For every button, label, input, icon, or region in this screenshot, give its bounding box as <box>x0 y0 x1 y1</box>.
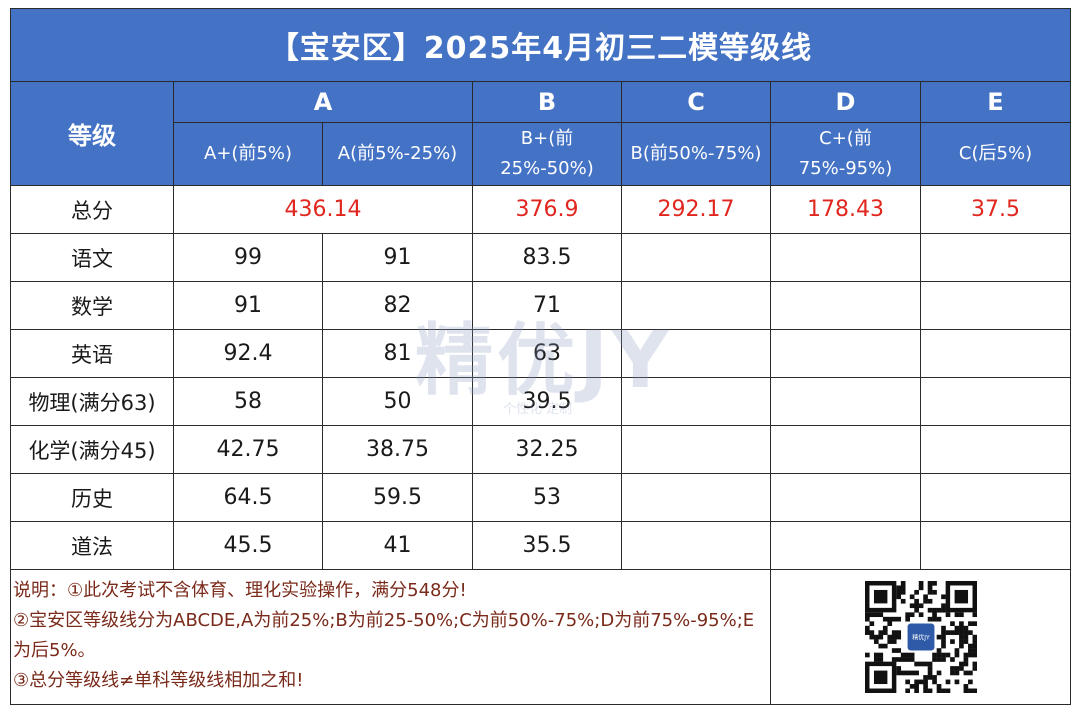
subject-c <box>919 377 1072 426</box>
subject-b-plus: 53 <box>472 473 622 522</box>
subject-c <box>919 521 1072 570</box>
subject-c-plus <box>770 473 921 522</box>
table-row: 数学 91 82 71 <box>10 281 1072 330</box>
subject-c <box>919 233 1072 282</box>
table-row: 历史 64.5 59.5 53 <box>10 473 1072 522</box>
subject-a-plus: 45.5 <box>173 521 323 570</box>
subject-c <box>919 281 1072 330</box>
note-3: ③总分等级线≠单科等级线相加之和! <box>13 670 304 691</box>
subject-c <box>919 329 1072 378</box>
subject-c-plus <box>770 377 921 426</box>
subject-c <box>919 425 1072 474</box>
subject-c-plus <box>770 521 921 570</box>
table-row: 英语 92.4 81 63 <box>10 329 1072 378</box>
subject-b <box>621 233 771 282</box>
grade-table: 【宝安区】2025年4月初三二模等级线 等级 A B C D E A+(前5%)… <box>9 8 1072 705</box>
subject-name: 语文 <box>10 233 174 282</box>
subject-b-plus: 83.5 <box>472 233 622 282</box>
subject-b <box>621 425 771 474</box>
subject-a-plus: 42.75 <box>173 425 323 474</box>
subject-a: 50 <box>322 377 473 426</box>
notes: 说明：①此次考试不含体育、理化实验操作，满分548分! ②宝安区等级线分为ABC… <box>10 569 771 705</box>
subject-b-plus: 63 <box>472 329 622 378</box>
subject-c-plus <box>770 329 921 378</box>
title-row: 【宝安区】2025年4月初三二模等级线 <box>9 8 1072 82</box>
subject-c-plus <box>770 281 921 330</box>
subject-a-plus: 99 <box>173 233 323 282</box>
subject-c <box>919 473 1072 522</box>
total-d: 178.43 <box>770 185 921 234</box>
subject-name: 道法 <box>10 521 174 570</box>
subject-a-plus: 91 <box>173 281 323 330</box>
table-row: 化学(满分45) 42.75 38.75 32.25 <box>10 425 1072 474</box>
header-sub-c: C(后5%) <box>919 122 1072 186</box>
subject-name: 历史 <box>10 473 174 522</box>
subject-a: 91 <box>322 233 473 282</box>
subject-b-plus: 39.5 <box>472 377 622 426</box>
subject-b <box>621 281 771 330</box>
grade-sheet: 【宝安区】2025年4月初三二模等级线 等级 A B C D E A+(前5%)… <box>9 8 1072 706</box>
header-sub-b-plus: B+(前25%-50%) <box>472 122 622 186</box>
subject-b <box>621 329 771 378</box>
header-sub-b: B(前50%-75%) <box>621 122 771 186</box>
header-group-b: B <box>472 81 622 123</box>
header-sub-c-plus: C+(前75%-95%) <box>770 122 921 186</box>
note-1: 说明：①此次考试不含体育、理化实验操作，满分548分! <box>13 580 467 601</box>
subject-b-plus: 32.25 <box>472 425 622 474</box>
header-level-label: 等级 <box>10 81 174 186</box>
header-sub-a: A(前5%-25%) <box>322 122 473 186</box>
header-row-sublevels: A+(前5%) A(前5%-25%) B+(前25%-50%) B(前50%-7… <box>10 122 1072 186</box>
table-row: 道法 45.5 41 35.5 <box>10 521 1072 570</box>
total-row: 总分 436.14 376.9 292.17 178.43 37.5 <box>10 185 1072 234</box>
qr-cell: 精优JY <box>769 569 1072 705</box>
subject-name: 英语 <box>10 329 174 378</box>
total-e: 37.5 <box>919 185 1072 234</box>
subject-b-plus: 71 <box>472 281 622 330</box>
subject-a: 59.5 <box>322 473 473 522</box>
subject-a: 82 <box>322 281 473 330</box>
table-row: 物理(满分63) 58 50 39.5 <box>10 377 1072 426</box>
subject-c-plus <box>770 425 921 474</box>
total-b: 376.9 <box>472 185 622 234</box>
subject-a: 41 <box>322 521 473 570</box>
note-2: ②宝安区等级线分为ABCDE,A为前25%;B为前25-50%;C为前50%-7… <box>13 610 755 661</box>
subject-a: 38.75 <box>322 425 473 474</box>
subject-b-plus: 35.5 <box>472 521 622 570</box>
subject-b <box>621 377 771 426</box>
subject-b <box>621 473 771 522</box>
header-sub-a-plus: A+(前5%) <box>173 122 323 186</box>
qr-center-label: 精优JY <box>912 634 930 642</box>
notes-row: 说明：①此次考试不含体育、理化实验操作，满分548分! ②宝安区等级线分为ABC… <box>10 569 1072 705</box>
total-c: 292.17 <box>621 185 771 234</box>
header-group-a: A <box>173 81 473 123</box>
subject-c-plus <box>770 233 921 282</box>
header-group-d: D <box>770 81 921 123</box>
page-title: 【宝安区】2025年4月初三二模等级线 <box>9 8 1072 82</box>
header-row-levels: 等级 A B C D E <box>10 81 1072 186</box>
subject-a: 81 <box>322 329 473 378</box>
table-row: 语文 99 91 83.5 <box>10 233 1072 282</box>
subject-a-plus: 64.5 <box>173 473 323 522</box>
header-group-c: C <box>621 81 771 123</box>
total-label: 总分 <box>10 185 174 234</box>
subject-a-plus: 92.4 <box>173 329 323 378</box>
subject-name: 数学 <box>10 281 174 330</box>
qr-code-icon: 精优JY <box>864 581 977 693</box>
subject-name: 化学(满分45) <box>10 425 174 474</box>
subject-name: 物理(满分63) <box>10 377 174 426</box>
subject-b <box>621 521 771 570</box>
subject-a-plus: 58 <box>173 377 323 426</box>
total-a: 436.14 <box>173 185 473 234</box>
header-group-e: E <box>919 81 1072 123</box>
